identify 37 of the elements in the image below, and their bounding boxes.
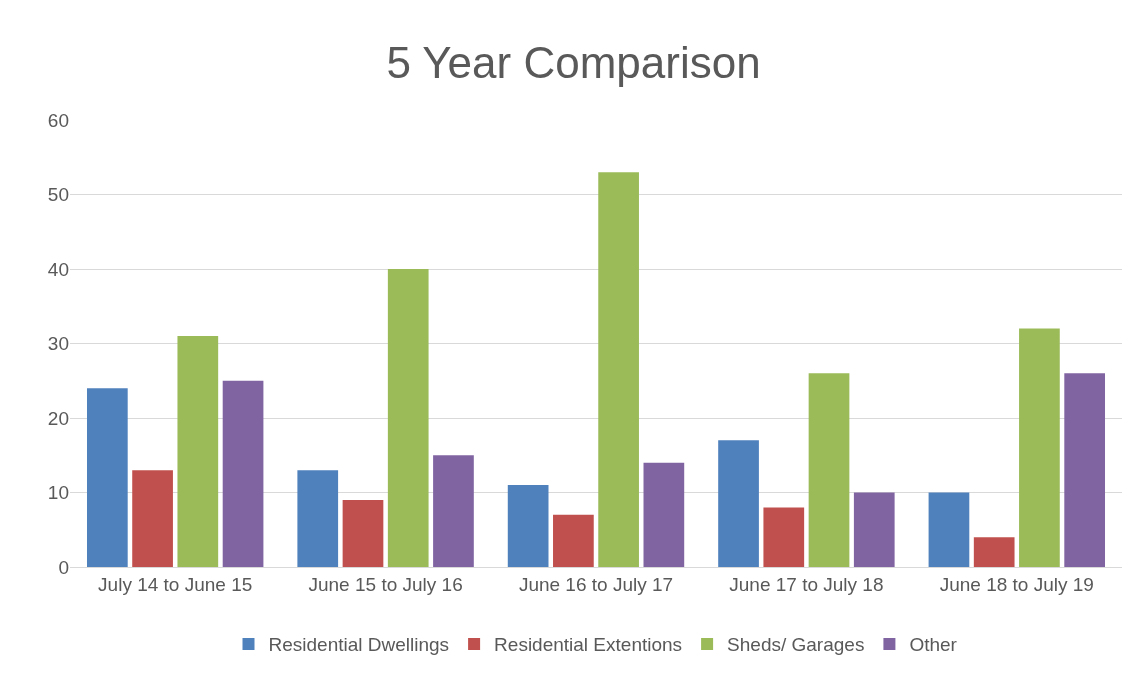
y-tick-label: 60 — [47, 109, 69, 131]
bar — [598, 172, 639, 567]
bar — [132, 470, 173, 567]
bar — [387, 269, 429, 567]
y-tick-label: 40 — [47, 258, 69, 280]
bar — [718, 440, 759, 567]
bar — [342, 499, 384, 567]
chart-title: 5 Year Comparison — [386, 38, 761, 88]
bar — [763, 507, 805, 567]
y-tick-label: 30 — [47, 333, 69, 355]
x-tick-label: June 15 to July 16 — [308, 573, 463, 595]
bar — [1064, 373, 1106, 567]
bar — [297, 470, 339, 567]
legend-label: Residential Dwellings — [268, 634, 450, 656]
y-tick-label: 50 — [47, 184, 69, 206]
y-tick-label: 10 — [47, 482, 69, 504]
bar — [808, 373, 850, 567]
bar — [853, 492, 895, 567]
x-tick-label: July 14 to June 15 — [98, 573, 253, 595]
legend-label: Other — [909, 634, 958, 656]
legend-label: Sheds/ Garages — [727, 634, 865, 656]
bar — [86, 388, 128, 567]
bar — [222, 380, 264, 567]
bar — [177, 336, 219, 567]
bar — [1019, 328, 1060, 567]
x-tick-label: June 16 to July 17 — [518, 573, 674, 595]
legend-label: Residential Extentions — [494, 634, 683, 656]
y-tick-label: 0 — [58, 556, 69, 578]
bar — [553, 514, 594, 567]
bar — [928, 492, 970, 567]
y-tick-label: 20 — [47, 407, 69, 429]
x-tick-label: June 18 to July 19 — [939, 573, 1094, 595]
bar — [643, 462, 685, 567]
bar — [973, 537, 1015, 567]
x-tick-label: June 17 to July 18 — [729, 573, 884, 595]
bar — [507, 485, 549, 567]
bar — [433, 455, 474, 567]
